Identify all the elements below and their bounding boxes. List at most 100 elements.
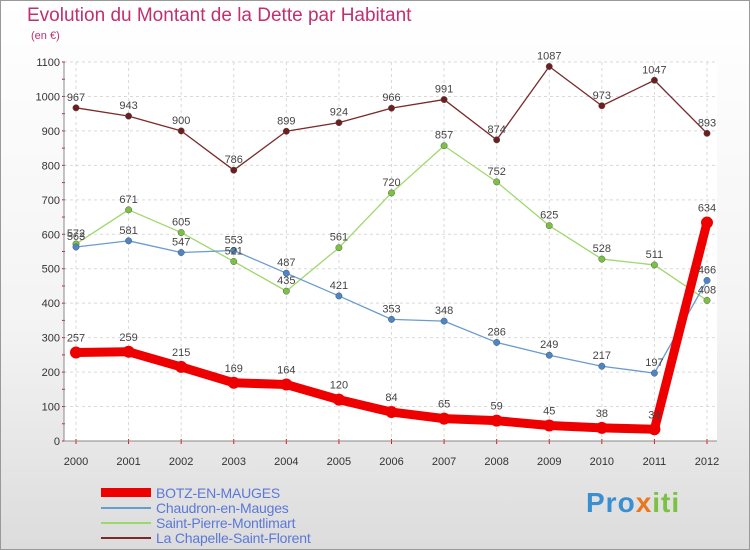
x-tick-label: 2011 <box>643 456 667 468</box>
data-label: 857 <box>435 130 453 142</box>
data-point <box>125 237 133 245</box>
chart-title: Evolution du Montant de la Dette par Hab… <box>27 5 412 26</box>
x-tick-label: 2010 <box>590 456 614 468</box>
x-tick-label: 2000 <box>64 456 88 468</box>
data-point <box>70 346 82 359</box>
y-tick-label: 100 <box>42 402 60 414</box>
data-label: 786 <box>225 154 243 166</box>
data-point <box>701 216 713 229</box>
y-tick-label: 700 <box>42 195 60 207</box>
data-label: 435 <box>277 275 295 287</box>
data-point <box>335 119 343 127</box>
legend-label: La Chapelle-Saint-Florent <box>156 530 311 546</box>
data-label: 581 <box>119 225 137 237</box>
data-point <box>648 423 661 436</box>
data-point <box>598 102 606 110</box>
data-label: 528 <box>593 243 611 255</box>
data-point <box>490 414 503 427</box>
plot-area <box>64 62 717 441</box>
data-label: 257 <box>67 332 85 344</box>
data-label: 59 <box>491 401 503 413</box>
y-tick-label: 0 <box>54 436 60 448</box>
data-label: 408 <box>698 284 716 296</box>
y-tick-label: 1000 <box>36 91 60 103</box>
proxiti-logo: Proxiti <box>586 487 681 518</box>
data-point <box>703 296 711 304</box>
data-label: 521 <box>225 245 243 257</box>
data-label: 45 <box>543 405 555 417</box>
data-point <box>177 127 185 135</box>
data-point <box>227 376 240 389</box>
legend-label: Saint-Pierre-Montlimart <box>156 515 296 531</box>
chart-unit: (en €) <box>31 30 60 42</box>
data-point <box>388 189 395 197</box>
data-point <box>125 206 133 214</box>
data-point <box>335 244 343 252</box>
data-label: 605 <box>172 217 190 229</box>
x-tick-label: 2001 <box>116 456 140 468</box>
legend-swatch <box>101 537 151 539</box>
data-point <box>282 269 290 277</box>
data-label: 169 <box>225 363 243 375</box>
data-label: 752 <box>487 166 505 178</box>
data-point <box>545 222 553 230</box>
y-tick-label: 800 <box>42 160 60 172</box>
data-label: 65 <box>438 399 450 411</box>
data-label: 547 <box>172 237 190 249</box>
data-label: 572 <box>67 228 85 240</box>
x-tick-label: 2005 <box>327 456 351 468</box>
y-tick-label: 600 <box>42 229 60 241</box>
data-point <box>230 258 238 265</box>
y-tick-label: 900 <box>42 126 60 138</box>
data-point <box>230 247 238 254</box>
data-label: 899 <box>277 115 295 127</box>
x-tick-label: 2002 <box>169 456 193 468</box>
data-label: 164 <box>277 364 295 376</box>
data-label: 1047 <box>642 64 666 76</box>
data-label: 943 <box>119 100 137 112</box>
data-label: 38 <box>596 408 608 420</box>
data-point <box>703 276 711 284</box>
data-label: 215 <box>172 347 190 359</box>
data-label: 900 <box>172 115 190 127</box>
data-label: 466 <box>698 264 716 276</box>
data-label: 197 <box>645 357 663 369</box>
data-point <box>125 112 133 120</box>
data-label: 625 <box>540 210 558 222</box>
x-tick-label: 2006 <box>379 456 403 468</box>
data-point <box>493 339 501 346</box>
x-tick-label: 2007 <box>432 456 456 468</box>
data-point <box>72 243 80 251</box>
x-tick-label: 2008 <box>484 456 508 468</box>
legend-label: Chaudron-en-Mauges <box>156 500 289 516</box>
y-tick-label: 500 <box>42 264 60 276</box>
data-label: 249 <box>540 339 558 351</box>
data-point <box>388 315 395 323</box>
data-point <box>282 287 290 295</box>
x-tick-label: 2012 <box>695 456 719 468</box>
data-label: 348 <box>435 305 453 317</box>
legend-swatch <box>101 488 151 497</box>
data-point <box>545 63 553 70</box>
data-label: 1087 <box>537 50 561 62</box>
y-tick-label: 300 <box>42 333 60 345</box>
data-label: 967 <box>67 92 85 104</box>
data-point <box>598 255 606 263</box>
data-label: 893 <box>698 117 716 129</box>
data-label: 563 <box>67 231 85 243</box>
data-label: 487 <box>277 257 295 269</box>
data-label: 511 <box>646 249 664 261</box>
data-point <box>650 261 658 269</box>
data-label: 561 <box>330 232 348 244</box>
legend-label: BOTZ-EN-MAUGES <box>156 485 280 501</box>
data-point <box>72 104 80 112</box>
legend-swatch <box>101 522 151 524</box>
data-point <box>598 362 606 370</box>
y-tick-label: 200 <box>42 367 60 379</box>
legend-swatch <box>101 507 151 509</box>
data-label: 720 <box>382 177 400 189</box>
data-label: 120 <box>330 380 348 392</box>
data-label: 553 <box>225 234 243 246</box>
data-point <box>440 317 448 325</box>
